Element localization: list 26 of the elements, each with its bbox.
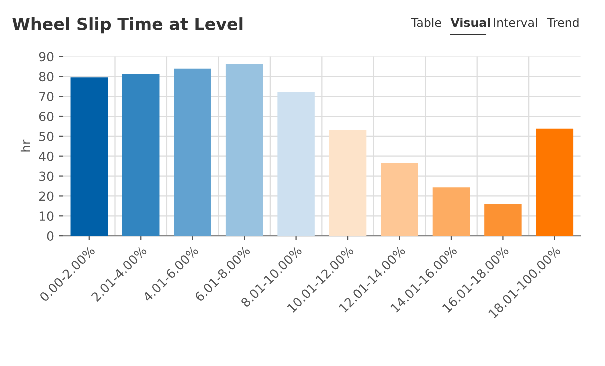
y-tick-label: 70	[40, 92, 54, 102]
bar	[381, 163, 418, 236]
y-tick-label: 40	[39, 152, 54, 162]
y-tick-label: 90	[39, 52, 54, 62]
bar	[174, 68, 212, 236]
y-tick-label: 10	[40, 212, 54, 222]
bar	[536, 128, 574, 236]
bar	[432, 188, 470, 236]
y-tick-label: 0	[47, 232, 54, 241]
y-tick-label: 80	[39, 72, 54, 82]
text: Visual	[450, 18, 490, 28]
y-tick-label: 30	[40, 172, 54, 182]
bar	[70, 78, 108, 236]
text: Interval	[494, 18, 538, 28]
chart-title: Wheel Slip Time at Level	[12, 18, 243, 34]
bar	[122, 74, 160, 236]
y-tick-label: 20	[40, 192, 54, 202]
y-axis-title: hr	[20, 140, 30, 152]
bar	[278, 92, 315, 236]
y-tick-label: 60	[39, 112, 54, 122]
bar	[226, 64, 264, 236]
bar	[484, 204, 522, 236]
y-tick-label: 50	[40, 132, 54, 142]
text: Table	[411, 18, 442, 28]
bar	[329, 130, 367, 236]
text: Trend	[547, 18, 579, 28]
